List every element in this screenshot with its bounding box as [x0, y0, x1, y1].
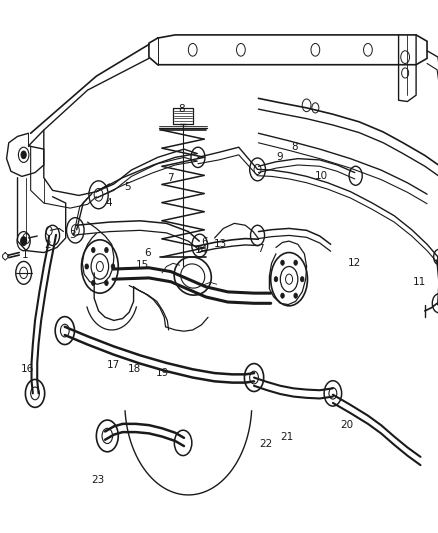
Text: 14: 14 — [195, 245, 208, 255]
Text: 19: 19 — [156, 368, 170, 378]
Text: 23: 23 — [92, 475, 105, 484]
Text: 12: 12 — [348, 257, 361, 268]
Circle shape — [281, 293, 284, 298]
Circle shape — [21, 237, 27, 246]
Text: 20: 20 — [340, 420, 353, 430]
Text: 13: 13 — [214, 239, 227, 249]
Text: 3: 3 — [69, 230, 76, 240]
Text: 11: 11 — [413, 277, 426, 287]
Text: 16: 16 — [21, 364, 34, 374]
Text: 10: 10 — [315, 172, 328, 181]
Circle shape — [92, 280, 95, 286]
Circle shape — [105, 247, 108, 253]
Text: 8: 8 — [178, 104, 185, 114]
Circle shape — [274, 277, 278, 282]
Text: 8: 8 — [291, 142, 298, 152]
Circle shape — [111, 264, 115, 269]
Text: 17: 17 — [106, 360, 120, 370]
Text: 1: 1 — [22, 250, 29, 260]
Text: 2: 2 — [44, 240, 51, 250]
Text: 6: 6 — [201, 237, 208, 247]
Circle shape — [294, 293, 297, 298]
Circle shape — [300, 277, 304, 282]
Text: 15: 15 — [136, 260, 149, 270]
Text: 4: 4 — [105, 198, 112, 208]
Text: 7: 7 — [166, 173, 173, 183]
Text: 5: 5 — [124, 182, 131, 191]
Text: 9: 9 — [276, 152, 283, 163]
Text: 22: 22 — [259, 439, 272, 449]
Circle shape — [21, 151, 26, 159]
Circle shape — [281, 260, 284, 265]
Text: 18: 18 — [127, 364, 141, 374]
Circle shape — [294, 260, 297, 265]
Circle shape — [85, 264, 88, 269]
Text: 21: 21 — [281, 432, 294, 441]
Text: 6: 6 — [145, 247, 152, 257]
Circle shape — [105, 280, 108, 286]
Circle shape — [92, 247, 95, 253]
Text: 7: 7 — [257, 244, 264, 254]
